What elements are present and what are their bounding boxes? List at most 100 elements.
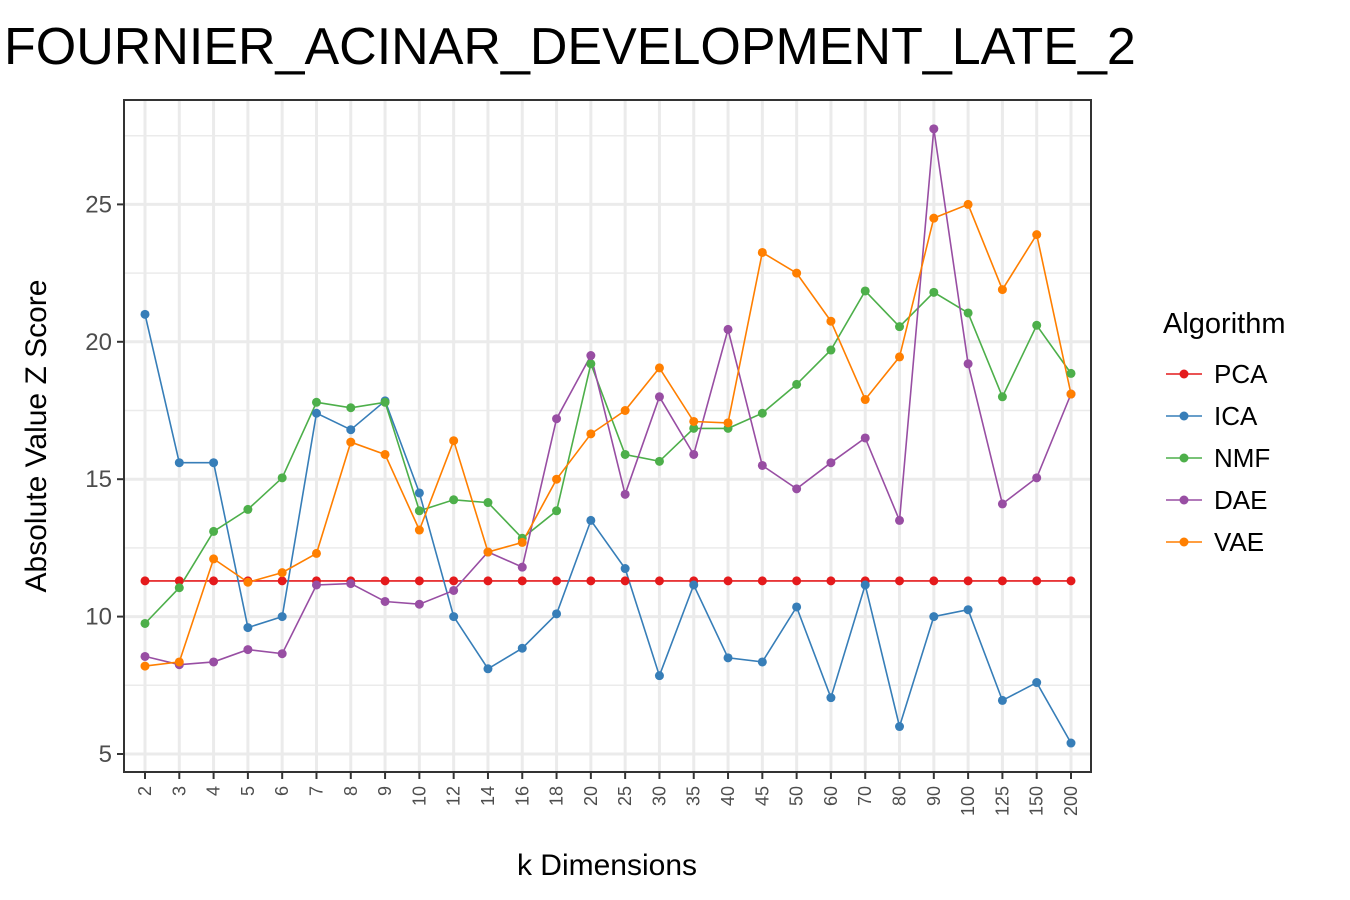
data-point-nmf: [311, 397, 321, 407]
data-point-ica: [140, 309, 150, 319]
x-tick-label: 4: [204, 786, 224, 796]
data-point-ica: [620, 564, 630, 574]
data-point-vae: [243, 577, 253, 587]
data-point-ica: [277, 612, 287, 622]
data-point-pca: [792, 576, 802, 586]
data-point-ica: [414, 488, 424, 498]
data-point-nmf: [586, 359, 596, 369]
x-tick-label: 125: [992, 786, 1012, 816]
data-point-dae: [620, 489, 630, 499]
data-point-pca: [1032, 576, 1042, 586]
x-tick-label: 16: [512, 786, 532, 806]
data-point-dae: [209, 657, 219, 667]
data-point-ica: [654, 671, 664, 681]
data-point-ica: [311, 408, 321, 418]
data-point-vae: [449, 436, 459, 446]
data-point-dae: [517, 562, 527, 572]
data-point-dae: [963, 359, 973, 369]
data-point-pca: [552, 576, 562, 586]
data-point-vae: [620, 406, 630, 415]
data-point-ica: [757, 657, 767, 667]
data-point-vae: [483, 547, 493, 557]
legend-key-point: [1179, 453, 1189, 463]
data-point-ica: [826, 693, 836, 703]
data-point-dae: [346, 579, 356, 589]
panel-background: [124, 100, 1091, 772]
data-point-nmf: [414, 506, 424, 516]
x-tick-label: 30: [649, 786, 669, 806]
data-point-dae: [654, 392, 664, 402]
data-point-pca: [757, 576, 767, 586]
data-point-ica: [689, 580, 699, 590]
legend-key-point: [1179, 411, 1189, 421]
x-tick-label: 20: [581, 786, 601, 806]
panel-border: [123, 99, 1092, 773]
x-tick-label: 40: [718, 786, 738, 806]
data-point-ica: [860, 580, 870, 590]
data-point-ica: [1066, 738, 1076, 748]
data-point-nmf: [826, 345, 836, 355]
data-point-nmf: [654, 456, 664, 466]
data-point-ica: [723, 653, 733, 663]
data-point-ica: [586, 515, 596, 525]
data-point-vae: [860, 395, 870, 405]
y-tick-label: 25: [85, 191, 112, 218]
data-point-pca: [209, 576, 219, 586]
data-point-pca: [723, 576, 733, 586]
data-point-dae: [449, 585, 459, 595]
data-point-ica: [895, 722, 905, 732]
x-tick-label: 50: [787, 786, 807, 806]
data-point-nmf: [449, 495, 459, 505]
data-point-vae: [723, 418, 733, 428]
data-point-nmf: [380, 397, 390, 407]
data-point-ica: [963, 605, 973, 615]
data-point-ica: [174, 458, 184, 468]
y-tick-label: 5: [99, 741, 112, 768]
data-point-pca: [826, 576, 836, 586]
data-point-dae: [929, 124, 939, 134]
legend-label-dae: DAE: [1214, 485, 1267, 515]
data-point-ica: [483, 664, 493, 674]
data-point-vae: [414, 525, 424, 535]
x-tick-label: 10: [409, 786, 429, 806]
data-point-ica: [243, 623, 253, 633]
data-point-ica: [792, 602, 802, 612]
data-point-nmf: [277, 473, 287, 483]
data-point-dae: [895, 515, 905, 525]
data-point-nmf: [689, 423, 699, 433]
data-point-vae: [346, 437, 356, 447]
data-point-dae: [757, 460, 767, 470]
data-point-dae: [277, 649, 287, 659]
data-point-ica: [1032, 678, 1042, 688]
data-point-vae: [963, 199, 973, 209]
data-point-nmf: [929, 287, 939, 297]
data-point-dae: [792, 484, 802, 494]
data-point-ica: [997, 695, 1007, 705]
data-point-dae: [311, 580, 321, 590]
data-point-ica: [517, 643, 527, 653]
chart-title: FOURNIER_ACINAR_DEVELOPMENT_LATE_2: [4, 18, 1136, 76]
data-point-vae: [1032, 230, 1042, 240]
x-tick-label: 5: [238, 786, 258, 796]
data-point-dae: [860, 433, 870, 443]
legend-label-pca: PCA: [1214, 359, 1268, 389]
data-point-dae: [1032, 473, 1042, 483]
data-point-vae: [380, 449, 390, 459]
data-point-dae: [380, 596, 390, 606]
legend-key-point: [1179, 369, 1189, 379]
data-point-pca: [586, 576, 596, 586]
data-point-nmf: [895, 322, 905, 332]
x-tick-label: 200: [1061, 786, 1081, 816]
data-point-dae: [586, 351, 596, 361]
data-point-nmf: [792, 379, 802, 389]
x-tick-label: 90: [924, 786, 944, 806]
legend-key-point: [1179, 495, 1189, 505]
data-point-vae: [552, 474, 562, 484]
legend-title: Algorithm: [1163, 308, 1286, 340]
data-point-pca: [895, 576, 905, 586]
legend-key-point: [1179, 537, 1189, 547]
data-point-nmf: [483, 498, 493, 508]
data-point-vae: [895, 352, 905, 362]
data-point-pca: [997, 576, 1007, 586]
data-point-pca: [140, 576, 150, 586]
